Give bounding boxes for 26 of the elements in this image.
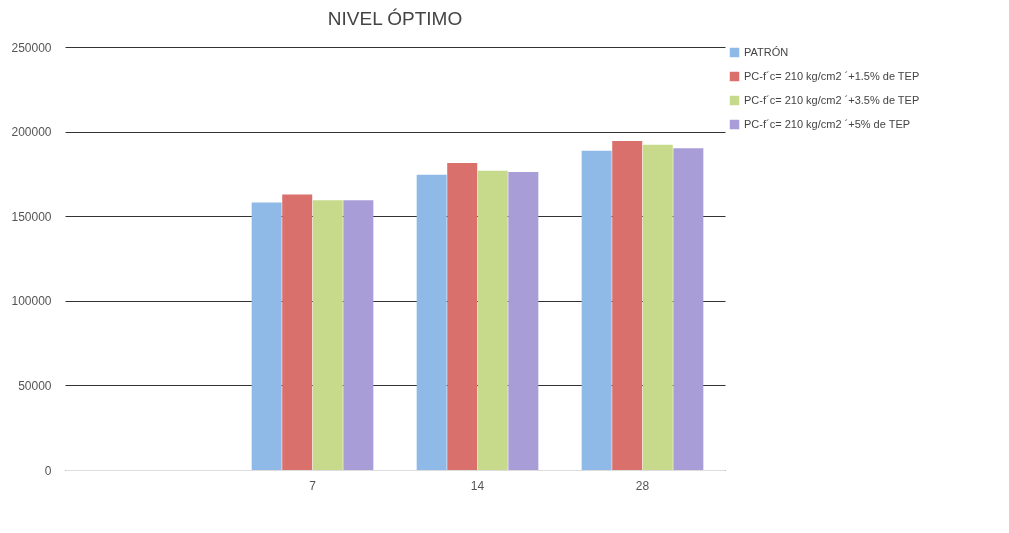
legend-label: PC-f´c= 210 kg/cm2 ´+3.5% de TEP <box>744 93 920 106</box>
bar <box>673 148 704 470</box>
bar <box>477 170 508 470</box>
x-tick-label: 7 <box>309 478 317 493</box>
bar <box>581 150 612 470</box>
x-tick-label: 14 <box>470 478 485 493</box>
y-tick-label: 150000 <box>11 209 52 224</box>
bar <box>282 194 313 470</box>
legend-label: PC-f´c= 210 kg/cm2 ´+1.5% de TEP <box>744 69 920 82</box>
bar <box>612 140 643 470</box>
y-tick-label: 50000 <box>18 378 52 393</box>
y-tick-label: 250000 <box>11 40 52 55</box>
legend-label: PC-f´c= 210 kg/cm2 ´+5% de TEP <box>744 117 911 130</box>
bar <box>447 163 478 470</box>
bar <box>416 174 447 470</box>
bar <box>343 200 374 470</box>
bar <box>508 172 539 470</box>
bar <box>251 202 282 470</box>
y-tick-label: 200000 <box>11 125 52 140</box>
chart-title: NIVEL ÓPTIMO <box>327 8 463 29</box>
x-tick-label: 28 <box>635 478 650 493</box>
legend-label: PATRÓN <box>744 45 789 58</box>
bar <box>642 144 673 470</box>
y-tick-label: 100000 <box>11 294 52 309</box>
y-tick-label: 0 <box>44 463 52 478</box>
bar <box>312 200 343 470</box>
